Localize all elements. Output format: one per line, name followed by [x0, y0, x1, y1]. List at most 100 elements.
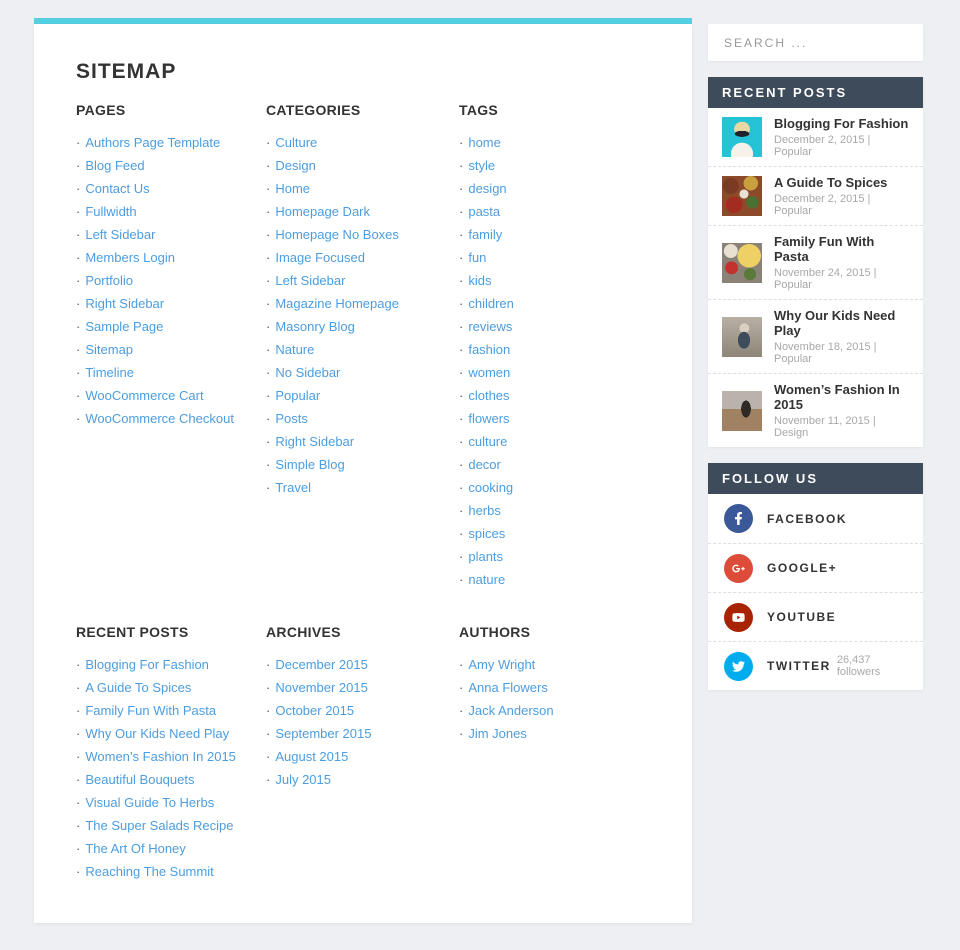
tag-link[interactable]: style — [468, 158, 496, 173]
tag-link[interactable]: kids — [468, 273, 492, 288]
recent-post-item[interactable]: Women’s Fashion In 2015 November 11, 201… — [708, 373, 923, 447]
tag-link[interactable]: decor — [468, 457, 501, 472]
page-link[interactable]: Members Login — [85, 250, 175, 265]
post-thumbnail[interactable] — [722, 117, 762, 157]
facebook-icon[interactable] — [724, 504, 753, 533]
tag-link[interactable]: cooking — [468, 480, 514, 495]
search-input[interactable] — [708, 24, 923, 61]
archive-link[interactable]: October 2015 — [275, 703, 355, 718]
archive-link[interactable]: December 2015 — [275, 657, 368, 672]
recent-post-item[interactable]: Family Fun With Pasta November 24, 2015 … — [708, 225, 923, 299]
post-title[interactable]: Why Our Kids Need Play — [774, 308, 896, 338]
author-link[interactable]: Jim Jones — [468, 726, 527, 741]
tag-link[interactable]: spices — [468, 526, 506, 541]
tag-link[interactable]: design — [468, 181, 507, 196]
recent-post-link[interactable]: Beautiful Bouquets — [85, 772, 195, 787]
bullet: · — [76, 296, 81, 311]
tag-link[interactable]: clothes — [468, 388, 510, 403]
recent-post-link[interactable]: The Art Of Honey — [85, 841, 186, 856]
tag-link[interactable]: fashion — [468, 342, 511, 357]
category-link[interactable]: Masonry Blog — [275, 319, 355, 334]
page-link[interactable]: Authors Page Template — [85, 135, 221, 150]
list-item: · Jack Anderson — [459, 699, 650, 722]
category-link[interactable]: Right Sidebar — [275, 434, 355, 449]
social-row-googleplus[interactable]: GOOGLE+ — [708, 543, 923, 592]
tag-link[interactable]: herbs — [468, 503, 501, 518]
social-row-facebook[interactable]: FACEBOOK — [708, 494, 923, 543]
post-thumbnail[interactable] — [722, 176, 762, 216]
page-link[interactable]: Contact Us — [85, 181, 150, 196]
tag-link[interactable]: fun — [468, 250, 487, 265]
category-link[interactable]: Simple Blog — [275, 457, 345, 472]
author-link[interactable]: Jack Anderson — [468, 703, 554, 718]
recent-post-item[interactable]: Why Our Kids Need Play November 18, 2015… — [708, 299, 923, 373]
googleplus-icon[interactable] — [724, 553, 753, 583]
author-link[interactable]: Amy Wright — [468, 657, 536, 672]
category-link[interactable]: Nature — [275, 342, 315, 357]
page-link[interactable]: Blog Feed — [85, 158, 145, 173]
archive-link[interactable]: November 2015 — [275, 680, 368, 695]
list-item: · home — [459, 131, 650, 154]
tag-link[interactable]: plants — [468, 549, 504, 564]
archive-link[interactable]: September 2015 — [275, 726, 372, 741]
page-link[interactable]: Timeline — [85, 365, 134, 380]
tag-link[interactable]: nature — [468, 572, 506, 587]
twitter-icon[interactable] — [724, 651, 753, 681]
page-link[interactable]: Sitemap — [85, 342, 134, 357]
post-title[interactable]: A Guide To Spices — [774, 175, 888, 190]
category-link[interactable]: Culture — [275, 135, 318, 150]
recent-post-link[interactable]: Reaching The Summit — [85, 864, 214, 879]
youtube-icon[interactable] — [724, 602, 753, 632]
category-link[interactable]: Popular — [275, 388, 321, 403]
post-thumbnail[interactable] — [722, 316, 762, 357]
recent-post-link[interactable]: Visual Guide To Herbs — [85, 795, 215, 810]
list-item: · Home — [266, 177, 459, 200]
post-title[interactable]: Family Fun With Pasta — [774, 234, 875, 264]
category-link[interactable]: Homepage No Boxes — [275, 227, 399, 242]
page-link[interactable]: WooCommerce Cart — [85, 388, 204, 403]
tag-link[interactable]: home — [468, 135, 501, 150]
post-meta: December 2, 2015 | Popular — [774, 193, 871, 217]
post-thumbnail[interactable] — [722, 390, 762, 431]
category-link[interactable]: Design — [275, 158, 316, 173]
recent-post-link[interactable]: Family Fun With Pasta — [85, 703, 217, 718]
author-link[interactable]: Anna Flowers — [468, 680, 548, 695]
category-link[interactable]: Image Focused — [275, 250, 365, 265]
tag-link[interactable]: women — [468, 365, 511, 380]
category-link[interactable]: Posts — [275, 411, 308, 426]
recent-post-link[interactable]: The Super Salads Recipe — [85, 818, 234, 833]
archive-link[interactable]: July 2015 — [275, 772, 331, 787]
recent-post-item[interactable]: Blogging For Fashion December 2, 2015 | … — [708, 108, 923, 166]
bullet: · — [459, 480, 464, 495]
recent-post-link[interactable]: Blogging For Fashion — [85, 657, 209, 672]
recent-post-link[interactable]: Why Our Kids Need Play — [85, 726, 230, 741]
archive-link[interactable]: August 2015 — [275, 749, 349, 764]
category-link[interactable]: Left Sidebar — [275, 273, 346, 288]
recent-post-link[interactable]: A Guide To Spices — [85, 680, 192, 695]
category-link[interactable]: Magazine Homepage — [275, 296, 399, 311]
category-link[interactable]: No Sidebar — [275, 365, 341, 380]
recent-post-item[interactable]: A Guide To Spices December 2, 2015 | Pop… — [708, 166, 923, 225]
bullet: · — [76, 158, 81, 173]
page-link[interactable]: Sample Page — [85, 319, 164, 334]
tag-link[interactable]: children — [468, 296, 514, 311]
page-link[interactable]: Left Sidebar — [85, 227, 156, 242]
category-link[interactable]: Travel — [275, 480, 311, 495]
post-title[interactable]: Blogging For Fashion — [774, 116, 909, 131]
post-title[interactable]: Women’s Fashion In 2015 — [774, 382, 900, 412]
tag-link[interactable]: reviews — [468, 319, 513, 334]
page-link[interactable]: Fullwidth — [85, 204, 137, 219]
tag-link[interactable]: flowers — [468, 411, 510, 426]
social-row-twitter[interactable]: TWITTER 26,437 followers — [708, 641, 923, 690]
page-link[interactable]: Portfolio — [85, 273, 134, 288]
tag-link[interactable]: pasta — [468, 204, 501, 219]
tag-link[interactable]: culture — [468, 434, 508, 449]
page-link[interactable]: Right Sidebar — [85, 296, 165, 311]
category-link[interactable]: Home — [275, 181, 311, 196]
recent-post-link[interactable]: Women’s Fashion In 2015 — [85, 749, 236, 764]
tag-link[interactable]: family — [468, 227, 503, 242]
page-link[interactable]: WooCommerce Checkout — [85, 411, 234, 426]
post-thumbnail[interactable] — [722, 242, 762, 283]
category-link[interactable]: Homepage Dark — [275, 204, 370, 219]
social-row-youtube[interactable]: YOUTUBE — [708, 592, 923, 641]
